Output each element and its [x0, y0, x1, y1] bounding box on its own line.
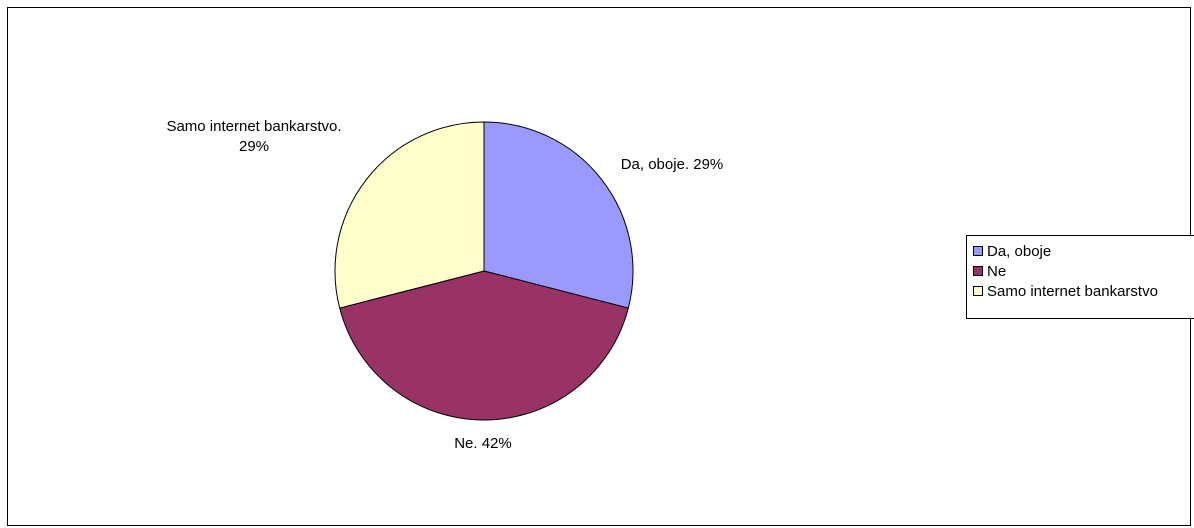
pie-slice-3: [334, 121, 485, 309]
legend-swatch-2: [973, 266, 983, 276]
legend-item-2: Ne: [973, 261, 1194, 281]
legend-swatch-3: [973, 286, 983, 296]
legend-label-3: Samo internet bankarstvo: [987, 282, 1158, 300]
pie-slices: [334, 121, 634, 421]
data-label-1: Da, oboje. 29%: [621, 156, 724, 173]
data-label-3: Samo internet bankarstvo. 29%: [166, 118, 341, 155]
data-label-2: Ne. 42%: [454, 435, 512, 452]
chart-area: Da, oboje. 29% Ne. 42% Samo internet banka…: [7, 7, 1194, 526]
pie-slice-2: [339, 270, 629, 421]
pie-chart: Da, oboje. 29% Ne. 42% Samo internet banka…: [166, 118, 723, 452]
pie-data-labels: Da, oboje. 29% Ne. 42% Samo internet banka…: [166, 118, 723, 452]
legend-swatch-1: [973, 246, 983, 256]
legend-item-1: Da, oboje: [973, 241, 1194, 261]
legend-label-2: Ne: [987, 262, 1007, 280]
legend-label-1: Da, oboje: [987, 242, 1052, 260]
chart-legend: Da, oboje Ne Samo internet bankarstvo: [966, 235, 1194, 319]
legend-item-3: Samo internet bankarstvo: [973, 281, 1194, 301]
pie-slice-1: [483, 121, 634, 309]
